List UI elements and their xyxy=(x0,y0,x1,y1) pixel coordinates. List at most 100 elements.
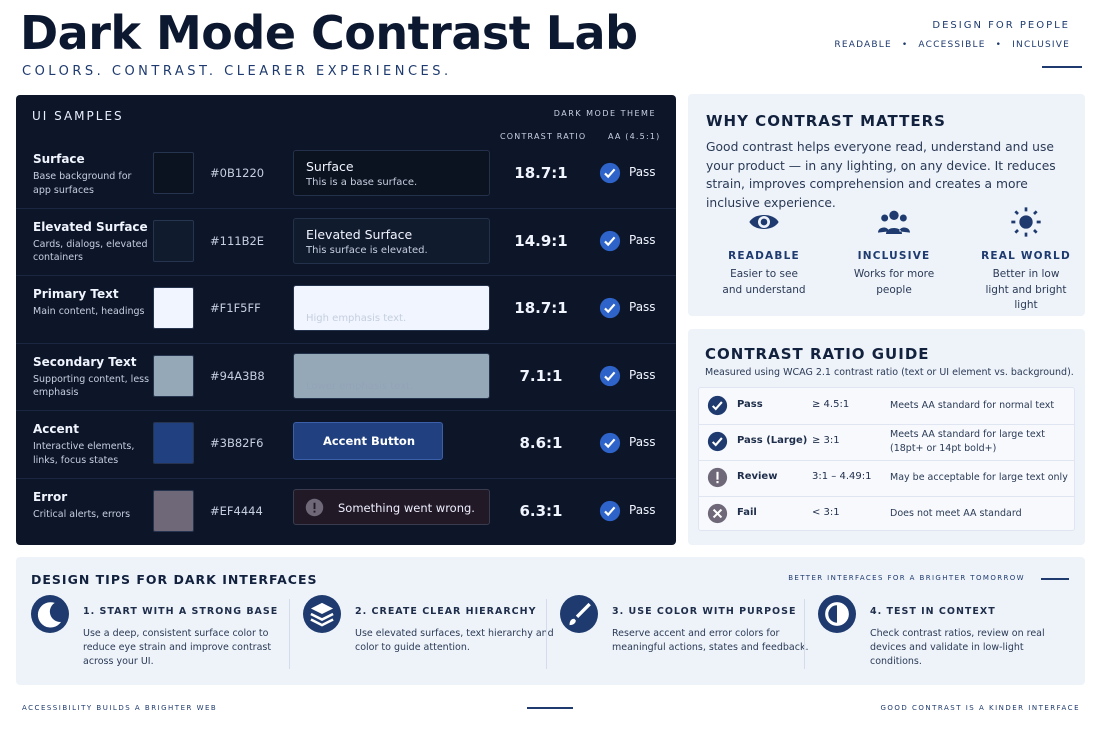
tip-icon xyxy=(31,595,69,633)
check xyxy=(599,432,621,454)
col-aa: AA (4.5:1) xyxy=(608,132,661,141)
alert-text: Something went wrong. xyxy=(338,500,475,515)
row-name: Surface xyxy=(33,152,85,166)
preview-title: Surface xyxy=(306,159,354,174)
why-label: REAL WORLD xyxy=(981,250,1071,262)
value: INCLUSIVE xyxy=(1012,40,1070,50)
theme: DARK MODE THEME xyxy=(553,109,656,118)
tip-text: Check contrast ratios, review on real de… xyxy=(870,628,1045,667)
guide-label: Pass (Large) xyxy=(737,435,808,446)
row-name: Elevated Surface xyxy=(33,219,148,234)
preview-title: Secondary Text xyxy=(306,359,417,376)
preview-title: Elevated Surface xyxy=(306,226,413,242)
divider xyxy=(16,477,676,479)
row-desc: Interactive elements, links, focus state… xyxy=(33,441,135,466)
accent-button: Accent Button xyxy=(293,422,443,460)
ratio: 14.9:1 xyxy=(514,231,568,250)
tip-title: 4. TEST IN CONTEXT xyxy=(870,606,996,617)
guide-ratio: < 3:1 xyxy=(812,507,840,518)
why-body: Good contrast helps everyone read, under… xyxy=(706,140,1056,210)
swatch xyxy=(153,152,194,194)
result: Pass xyxy=(629,165,656,179)
ratio: 18.7:1 xyxy=(514,299,568,317)
divider xyxy=(289,599,290,669)
hex: #111B2E xyxy=(210,233,265,248)
result: Pass xyxy=(629,300,656,314)
why-title: WHY CONTRAST MATTERS xyxy=(706,112,946,130)
rule xyxy=(1041,578,1069,580)
check xyxy=(599,297,621,319)
row-desc: Base background for app surfaces xyxy=(33,171,132,196)
tip-text: Use elevated surfaces, text hierarchy an… xyxy=(355,628,554,653)
tip-title: 2. CREATE CLEAR HIERARCHY xyxy=(355,606,537,617)
ratio: 7.1:1 xyxy=(519,366,563,385)
hex: #94A3B8 xyxy=(210,368,265,383)
swatch xyxy=(153,422,194,464)
result: Pass xyxy=(629,435,656,449)
divider xyxy=(546,599,547,669)
rule xyxy=(1042,66,1082,68)
guide-icon xyxy=(707,431,728,452)
guide-icon xyxy=(707,395,728,416)
result: Pass xyxy=(629,367,656,382)
why-text: Works for more people xyxy=(853,268,935,296)
divider xyxy=(804,599,805,669)
guide-ratio: 3:1 – 4.49:1 xyxy=(812,471,872,482)
footer-left: ACCESSIBILITY BUILDS A BRIGHTER WEB xyxy=(22,704,218,712)
row-desc: Main content, headings xyxy=(33,306,145,317)
tip-text: Use a deep, consistent surface color to … xyxy=(83,628,272,667)
guide-label: Pass xyxy=(737,399,763,410)
guide-title: CONTRAST RATIO GUIDE xyxy=(705,345,930,363)
tip-title: 1. START WITH A STRONG BASE xyxy=(83,606,279,617)
why-panel: WHY CONTRAST MATTERS Good contrast helps… xyxy=(688,94,1085,316)
button-label: Accent Button xyxy=(322,434,416,448)
subtitle: COLORS. CONTRAST. CLEARER EXPERIENCES. xyxy=(22,64,452,79)
title: Dark Mode Contrast Lab xyxy=(20,6,638,60)
check xyxy=(599,500,621,521)
divider xyxy=(16,275,676,276)
ratio: 18.7:1 xyxy=(514,164,568,182)
guide-table: Pass ≥ 4.5:1 Meets AA standard for normal … xyxy=(698,387,1075,531)
swatch xyxy=(153,354,194,397)
preview: Primary Text High emphasis text. xyxy=(293,285,490,331)
guide-desc: May be acceptable for large text only xyxy=(890,472,1068,483)
check xyxy=(599,230,621,251)
row-name: Primary Text xyxy=(33,287,119,301)
tips-title: DESIGN TIPS FOR DARK INTERFACES xyxy=(31,572,318,587)
hex: #EF4444 xyxy=(210,503,263,518)
divider xyxy=(16,207,676,209)
result: Pass xyxy=(629,502,656,517)
row-desc: Cards, dialogs, elevated containers xyxy=(33,238,148,264)
check xyxy=(599,365,621,386)
col-ratio: CONTRAST RATIO xyxy=(500,132,587,141)
swatch xyxy=(153,219,194,262)
why-icon xyxy=(878,210,910,234)
guide-note: Measured using WCAG 2.1 contrast ratio (… xyxy=(705,367,1074,378)
divider xyxy=(16,342,676,344)
guide-ratio: ≥ 4.5:1 xyxy=(812,399,850,410)
hex: #F1F5FF xyxy=(210,301,261,315)
preview: Elevated Surface This surface is elevated… xyxy=(293,217,490,264)
tip-icon xyxy=(560,595,598,633)
alert-icon xyxy=(305,498,324,516)
dot: • xyxy=(995,40,1003,50)
divider xyxy=(699,496,1074,497)
guide-desc: Does not meet AA standard xyxy=(890,508,1022,519)
alert: Something went wrong. xyxy=(293,488,490,525)
why-text: Better in low light and bright light xyxy=(985,268,1067,311)
guide-icon xyxy=(707,467,728,488)
guide-ratio: ≥ 3:1 xyxy=(812,435,840,446)
samples-panel: UI SAMPLES DARK MODE THEME CONTRAST RATI… xyxy=(16,95,676,545)
row-name: Accent xyxy=(33,422,79,436)
guide-icon xyxy=(707,503,728,524)
tips-panel: DESIGN TIPS FOR DARK INTERFACES BETTER I… xyxy=(16,557,1085,685)
preview: Surface This is a base surface. xyxy=(293,150,490,196)
guide-desc: Meets AA standard for normal text xyxy=(890,400,1055,411)
guide-label: Fail xyxy=(737,507,757,518)
tagline: DESIGN FOR PEOPLE xyxy=(932,20,1070,31)
ratio: 8.6:1 xyxy=(519,434,563,452)
tip-icon xyxy=(818,595,856,633)
value: ACCESSIBLE xyxy=(918,40,986,50)
divider xyxy=(699,424,1074,425)
